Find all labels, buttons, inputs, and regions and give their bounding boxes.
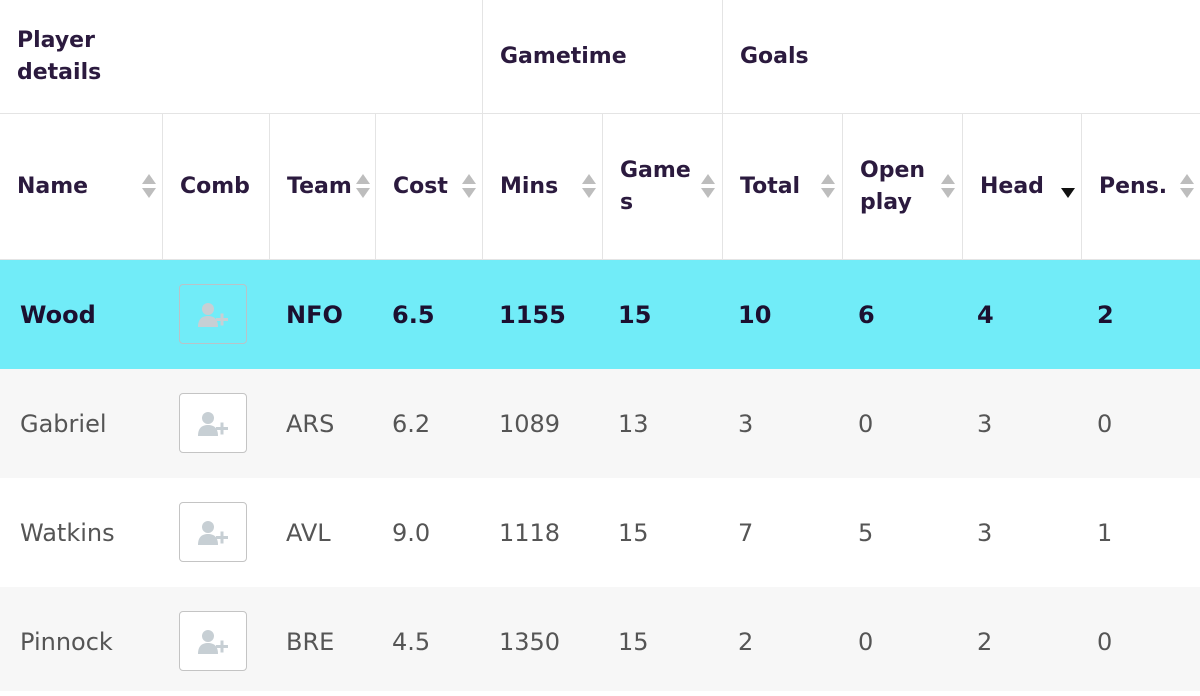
column-header-games-label-2: s bbox=[620, 189, 634, 215]
column-header-open-play-label-2: play bbox=[860, 189, 912, 215]
goals-head: 3 bbox=[977, 518, 993, 547]
column-header-head-label: Head bbox=[980, 173, 1044, 199]
column-header-team[interactable]: Team bbox=[270, 114, 376, 259]
team: NFO bbox=[286, 300, 343, 329]
goals-open-play: 6 bbox=[858, 300, 875, 329]
mins: 1350 bbox=[499, 627, 561, 656]
team: BRE bbox=[286, 627, 335, 656]
column-header-cost-label: Cost bbox=[393, 173, 448, 199]
table-row[interactable]: Pinnock BRE 4.5 1350 15 2 0 2 0 bbox=[0, 587, 1200, 691]
column-header-mins-label: Mins bbox=[500, 173, 559, 199]
sort-arrows-icon[interactable] bbox=[582, 174, 596, 200]
add-user-icon bbox=[198, 630, 228, 654]
goals-pens: 0 bbox=[1097, 627, 1113, 656]
player-name: Gabriel bbox=[20, 409, 107, 438]
add-user-icon bbox=[198, 521, 228, 545]
cost: 6.5 bbox=[392, 300, 435, 329]
sort-arrows-icon[interactable] bbox=[142, 174, 156, 200]
team: ARS bbox=[286, 409, 335, 438]
cost: 4.5 bbox=[392, 627, 431, 656]
group-header-gametime: Gametime bbox=[483, 0, 723, 113]
sort-descending-icon[interactable] bbox=[1061, 174, 1075, 200]
goals-open-play: 0 bbox=[858, 627, 874, 656]
player-name: Wood bbox=[20, 300, 96, 329]
games: 15 bbox=[618, 627, 649, 656]
sort-arrows-icon[interactable] bbox=[701, 174, 715, 200]
column-header-name-label: Name bbox=[17, 173, 89, 199]
column-header-open-play-label: Open bbox=[860, 157, 926, 183]
column-header-team-label: Team bbox=[287, 173, 352, 199]
column-header-pens-label: Pens. bbox=[1099, 173, 1168, 199]
sort-arrows-icon[interactable] bbox=[356, 174, 370, 200]
group-header-gametime-label: Gametime bbox=[500, 43, 627, 69]
player-name: Pinnock bbox=[20, 627, 113, 656]
column-header-mins[interactable]: Mins bbox=[483, 114, 603, 259]
table-row[interactable]: Watkins AVL 9.0 1118 15 7 5 3 1 bbox=[0, 478, 1200, 587]
add-to-comb-button[interactable] bbox=[179, 502, 247, 562]
group-header-player-line2: details bbox=[17, 59, 102, 85]
team: AVL bbox=[286, 518, 331, 547]
goals-pens: 0 bbox=[1097, 409, 1113, 438]
add-to-comb-button[interactable] bbox=[179, 393, 247, 453]
goals-head: 4 bbox=[977, 300, 994, 329]
table-row[interactable]: Gabriel ARS 6.2 1089 13 3 0 3 0 bbox=[0, 369, 1200, 478]
sort-arrows-icon[interactable] bbox=[462, 174, 476, 200]
group-header-player-line1: Player bbox=[17, 27, 95, 53]
column-header-open-play[interactable]: Open play bbox=[843, 114, 963, 259]
cost: 9.0 bbox=[392, 518, 431, 547]
sort-arrows-icon[interactable] bbox=[821, 174, 835, 200]
goals-total: 10 bbox=[738, 300, 772, 329]
goals-total: 2 bbox=[738, 627, 754, 656]
goals-head: 3 bbox=[977, 409, 993, 438]
mins: 1118 bbox=[499, 518, 561, 547]
sort-arrows-icon[interactable] bbox=[1180, 174, 1194, 200]
add-user-icon bbox=[198, 412, 228, 436]
goals-open-play: 0 bbox=[858, 409, 874, 438]
column-header-cost[interactable]: Cost bbox=[376, 114, 483, 259]
games: 13 bbox=[618, 409, 649, 438]
table-row[interactable]: Wood NFO 6.5 1155 15 10 6 4 2 bbox=[0, 260, 1200, 369]
column-header-total-label: Total bbox=[740, 173, 801, 199]
group-header-goals-label: Goals bbox=[740, 43, 809, 69]
add-user-icon bbox=[198, 303, 228, 327]
column-header-comb: Comb bbox=[163, 114, 270, 259]
goals-pens: 1 bbox=[1097, 518, 1113, 547]
mins: 1155 bbox=[499, 300, 566, 329]
column-header-pens[interactable]: Pens. bbox=[1082, 114, 1200, 259]
goals-open-play: 5 bbox=[858, 518, 874, 547]
column-header-comb-label: Comb bbox=[180, 173, 250, 199]
add-to-comb-button[interactable] bbox=[179, 284, 247, 344]
group-header-row: Player details Gametime Goals bbox=[0, 0, 1200, 114]
goals-total: 7 bbox=[738, 518, 754, 547]
column-header-head[interactable]: Head bbox=[963, 114, 1082, 259]
cost: 6.2 bbox=[392, 409, 431, 438]
group-header-player-details: Player details bbox=[0, 0, 483, 113]
mins: 1089 bbox=[499, 409, 561, 438]
column-header-games-label: Game bbox=[620, 157, 691, 183]
column-header-total[interactable]: Total bbox=[723, 114, 843, 259]
add-to-comb-button[interactable] bbox=[179, 611, 247, 671]
player-name: Watkins bbox=[20, 518, 115, 547]
column-header-name[interactable]: Name bbox=[0, 114, 163, 259]
sort-arrows-icon[interactable] bbox=[941, 174, 955, 200]
games: 15 bbox=[618, 300, 652, 329]
games: 15 bbox=[618, 518, 649, 547]
group-header-goals: Goals bbox=[723, 0, 1200, 113]
column-header-row: Name Comb Team bbox=[0, 114, 1200, 260]
goals-head: 2 bbox=[977, 627, 993, 656]
goals-total: 3 bbox=[738, 409, 754, 438]
column-header-games[interactable]: Game s bbox=[603, 114, 723, 259]
goals-pens: 2 bbox=[1097, 300, 1114, 329]
